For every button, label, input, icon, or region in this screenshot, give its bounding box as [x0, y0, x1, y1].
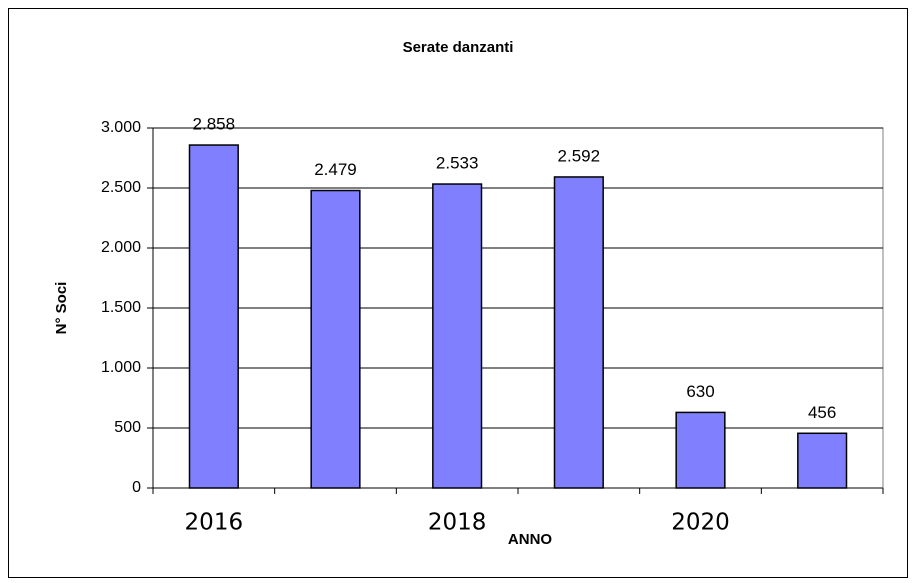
bar: [553, 176, 604, 489]
y-tick-label: 1.500: [101, 299, 141, 316]
bar: [310, 189, 361, 489]
value-label: 456: [808, 403, 836, 422]
y-tick-label: 2.000: [101, 239, 141, 256]
value-label: 2.592: [558, 146, 601, 165]
value-label: 2.533: [436, 154, 479, 173]
value-label: 2.858: [193, 115, 236, 134]
x-tick-label: 2018: [428, 510, 487, 536]
x-tick-label: 2016: [185, 510, 244, 536]
y-tick-label: 0: [132, 479, 141, 496]
y-tick-label: 500: [114, 419, 141, 436]
bar: [432, 183, 483, 489]
value-label: 2.479: [314, 160, 357, 179]
value-label: 630: [686, 382, 714, 401]
y-tick-label: 3.000: [101, 119, 141, 136]
chart-title: Serate danzanti: [403, 39, 514, 56]
x-axis-label: ANNO: [508, 531, 552, 548]
y-axis-label: N° Soci: [53, 282, 70, 335]
bar: [675, 411, 726, 489]
bar: [797, 432, 848, 489]
y-tick-label: 1.000: [101, 359, 141, 376]
y-tick-label: 2.500: [101, 179, 141, 196]
x-tick-label: 2020: [671, 510, 730, 536]
bar: [188, 144, 239, 489]
